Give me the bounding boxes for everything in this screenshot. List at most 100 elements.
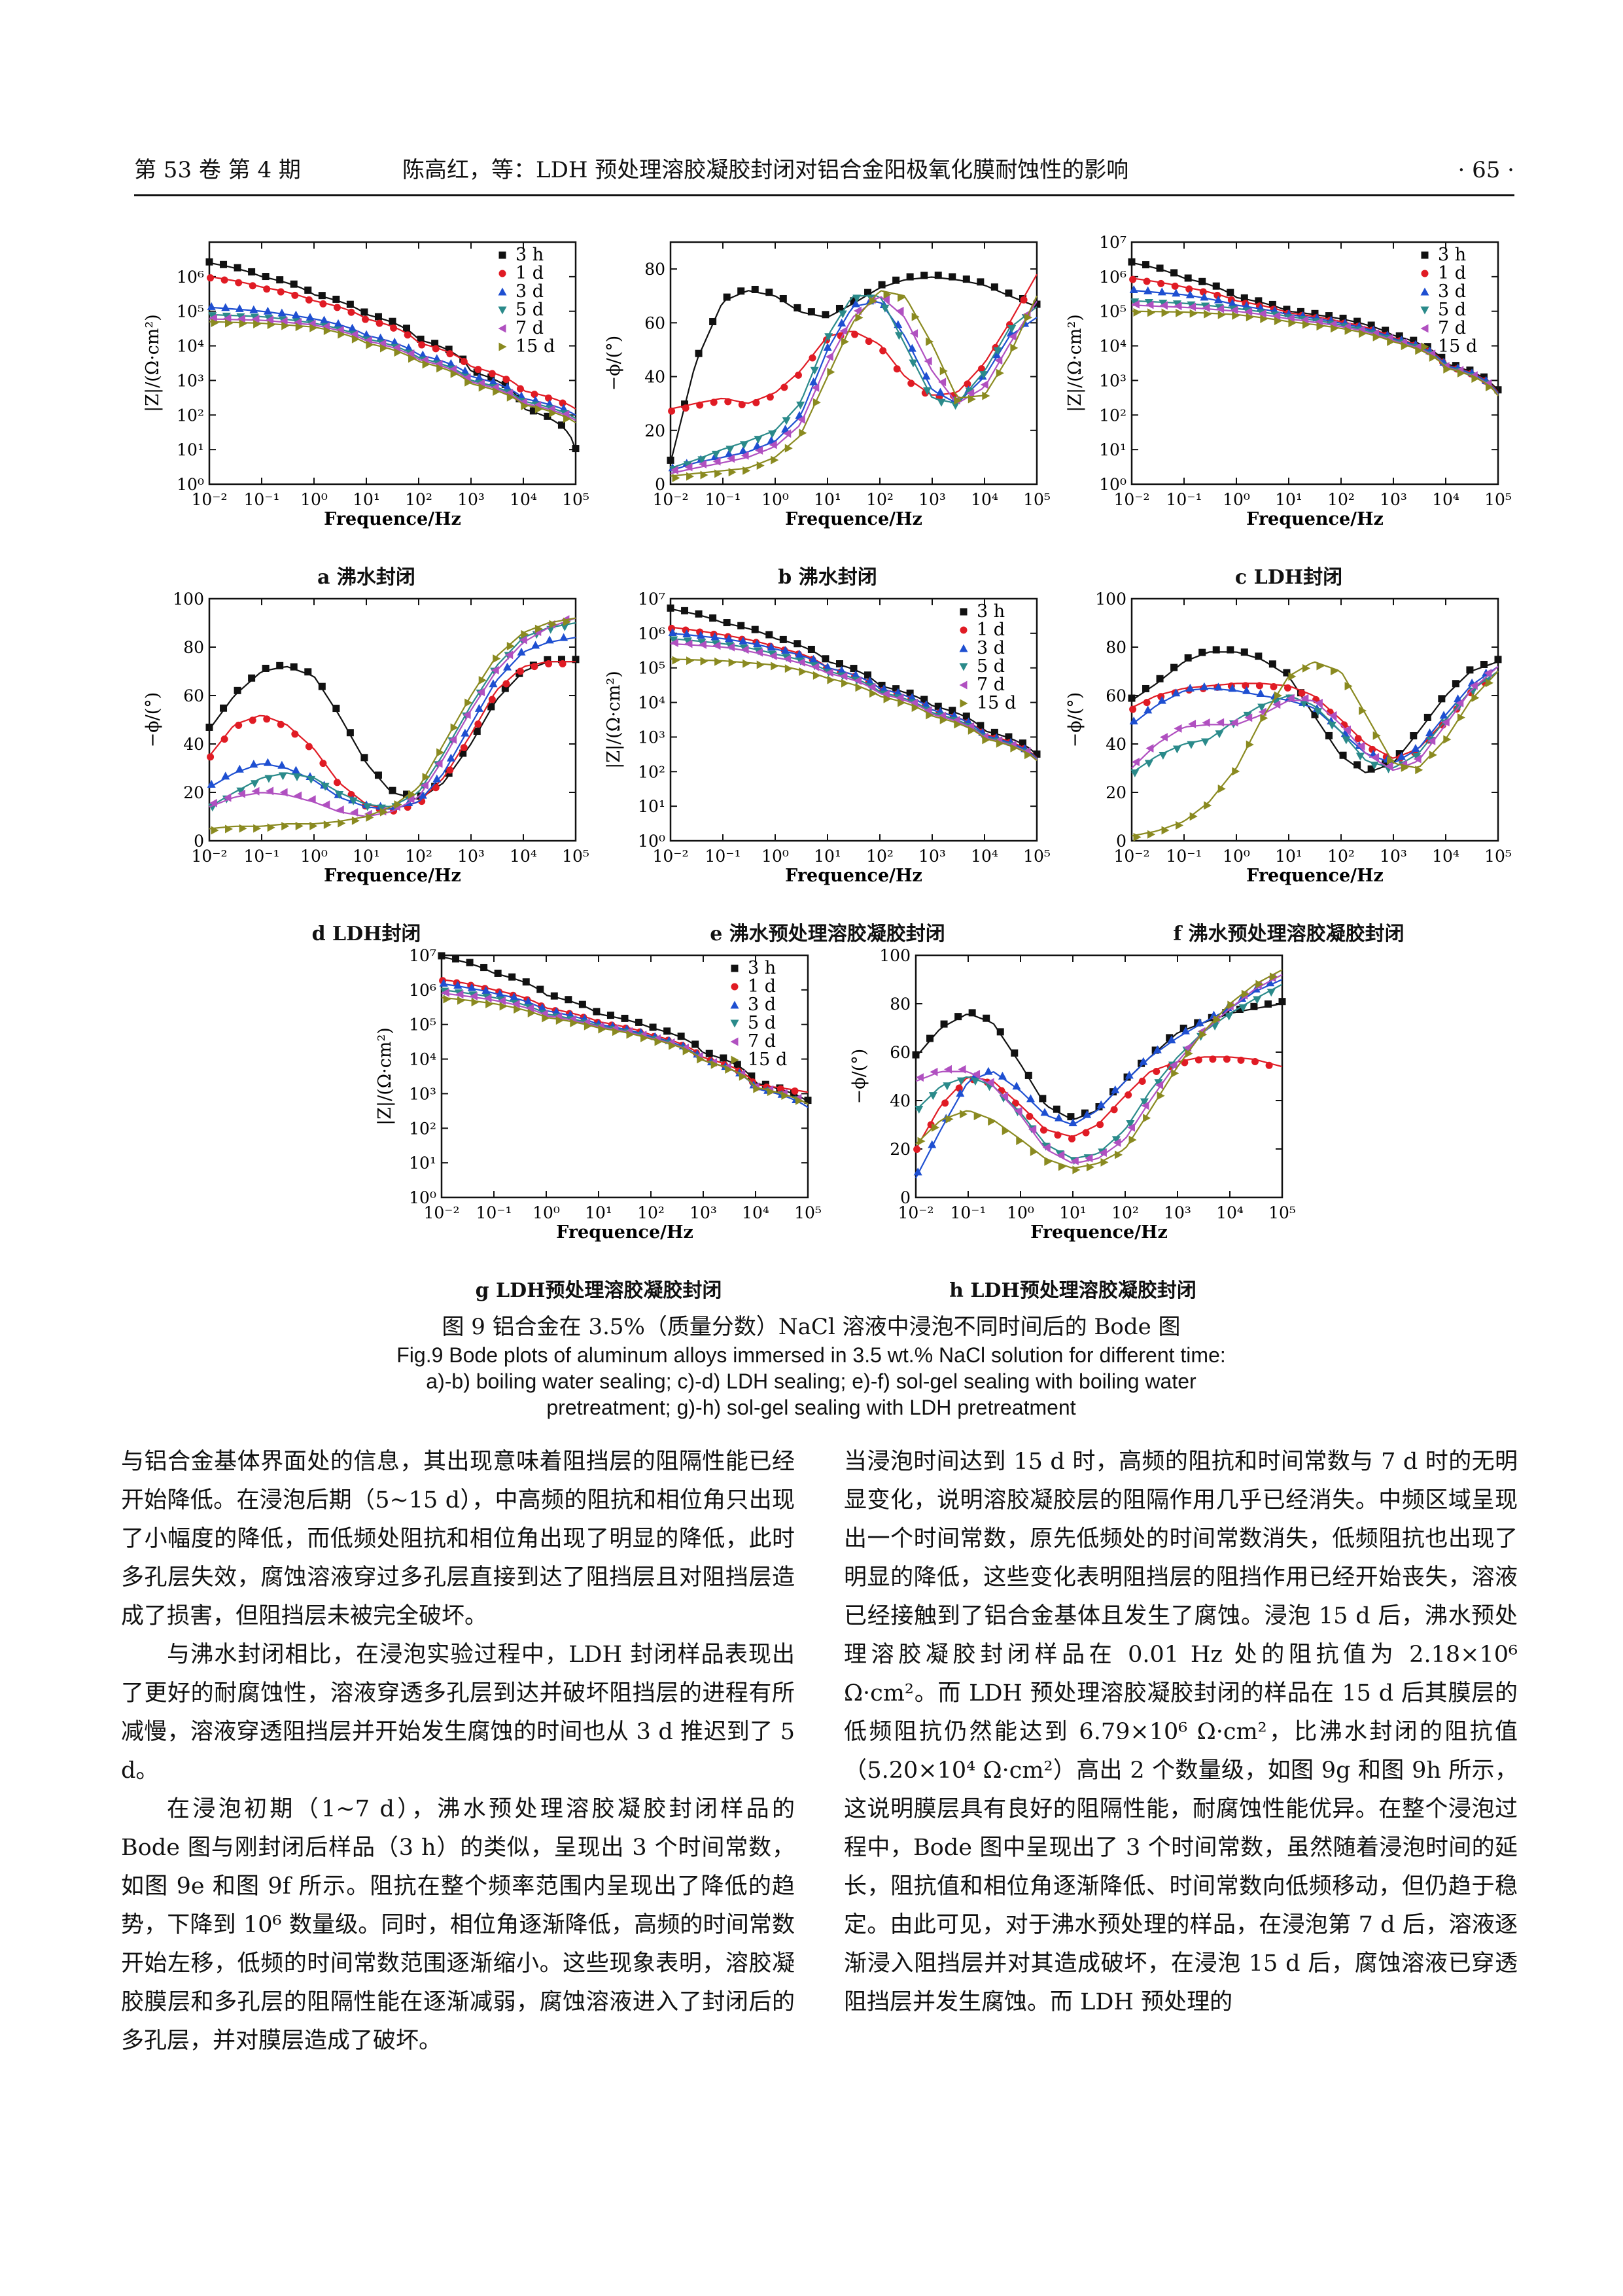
data-point (464, 378, 473, 387)
y-axis-title: |Z|/(Ω·cm²) (143, 314, 163, 412)
data-point (519, 635, 527, 645)
data-point (728, 468, 737, 477)
data-point (1382, 327, 1389, 334)
data-point (1166, 1034, 1174, 1042)
data-point (262, 273, 270, 281)
panel-h-caption: h LDH预处理溶胶凝胶封闭 (949, 1279, 1196, 1302)
data-point (279, 788, 288, 797)
data-point (1170, 663, 1178, 671)
data-point (211, 826, 219, 835)
data-point (956, 1089, 965, 1097)
data-point (1140, 1098, 1149, 1106)
data-point (725, 446, 735, 454)
data-point (883, 290, 892, 299)
data-point (986, 1078, 994, 1087)
data-point (1421, 270, 1429, 277)
data-point (1412, 753, 1422, 762)
data-point (445, 345, 453, 353)
data-point (235, 764, 244, 773)
panel-e-chart: 10⁻² 10⁻¹ 10⁰ 10¹ 10² 10³ 10⁴ 10⁵ 10⁰ 10¹ 10² 10³ 10… (604, 590, 1051, 886)
fit-line (209, 637, 576, 810)
series (1131, 308, 1499, 397)
data-point (1420, 306, 1429, 315)
data-point (1439, 711, 1448, 719)
data-point (1215, 730, 1224, 739)
data-point (221, 771, 230, 780)
data-point (291, 766, 300, 774)
data-point (540, 1009, 548, 1018)
data-point (672, 474, 680, 483)
data-point (318, 292, 326, 300)
data-point (466, 959, 474, 966)
data-point (1200, 292, 1209, 301)
data-point (462, 373, 471, 382)
data-point (924, 706, 932, 715)
data-point (506, 393, 515, 402)
data-point (1185, 1049, 1193, 1058)
data-point (1189, 309, 1198, 318)
data-point (795, 650, 804, 658)
data-point (1198, 648, 1206, 656)
panel-g-caption: g LDH预处理溶胶凝胶封闭 (475, 1279, 722, 1302)
panel-b-caption: b 沸水封闭 (778, 566, 877, 589)
data-point (487, 703, 495, 711)
y-tick-label: 10⁵ (1099, 302, 1126, 321)
y-tick-label: 10¹ (177, 440, 204, 459)
data-point (711, 450, 720, 459)
data-point (1154, 1079, 1163, 1087)
y-tick-label: 60 (644, 313, 665, 332)
data-point (1232, 767, 1240, 776)
data-point (1181, 1059, 1189, 1067)
data-point (291, 291, 299, 299)
data-point (912, 1051, 920, 1059)
data-point (982, 735, 990, 745)
data-point (1372, 731, 1381, 740)
data-point (1199, 1030, 1208, 1039)
y-tick-label: 10³ (177, 371, 204, 390)
y-tick-label: 10⁰ (638, 832, 665, 851)
legend-label: 3 h (515, 245, 544, 265)
data-point (1033, 750, 1041, 758)
data-point (1024, 313, 1032, 322)
data-point (1131, 300, 1140, 309)
data-point (714, 469, 723, 478)
data-point (920, 696, 928, 703)
data-point (1427, 736, 1436, 745)
data-point (731, 983, 739, 991)
data-point (928, 1140, 937, 1148)
plot-frame (1130, 597, 1499, 842)
series (207, 633, 576, 810)
data-point (549, 620, 557, 629)
data-point (1172, 688, 1181, 697)
data-point (896, 693, 904, 702)
data-point (1300, 694, 1309, 703)
data-point (1266, 989, 1276, 997)
data-point (432, 774, 442, 783)
data-point (1126, 1123, 1135, 1132)
data-point (752, 441, 761, 450)
data-point (333, 779, 341, 786)
series (441, 995, 809, 1105)
data-point (1329, 711, 1337, 720)
data-point (545, 635, 554, 644)
data-point (251, 315, 260, 324)
data-point (1212, 646, 1220, 654)
data-point (781, 646, 790, 654)
data-point (725, 1065, 733, 1074)
data-point (1300, 315, 1309, 325)
data-point (1010, 743, 1019, 752)
data-point (878, 681, 886, 689)
data-point (1008, 332, 1017, 341)
data-point (1204, 801, 1212, 810)
legend-label: 7 d (1438, 318, 1466, 338)
data-point (1410, 732, 1418, 739)
data-point (323, 820, 332, 829)
data-point (700, 470, 708, 480)
data-point (1161, 308, 1170, 317)
x-tick-label: 10² (1327, 847, 1355, 866)
data-point (418, 350, 427, 359)
data-point (335, 791, 344, 800)
data-point (510, 992, 519, 1000)
plot-frame (208, 241, 577, 486)
data-point (1269, 972, 1278, 981)
